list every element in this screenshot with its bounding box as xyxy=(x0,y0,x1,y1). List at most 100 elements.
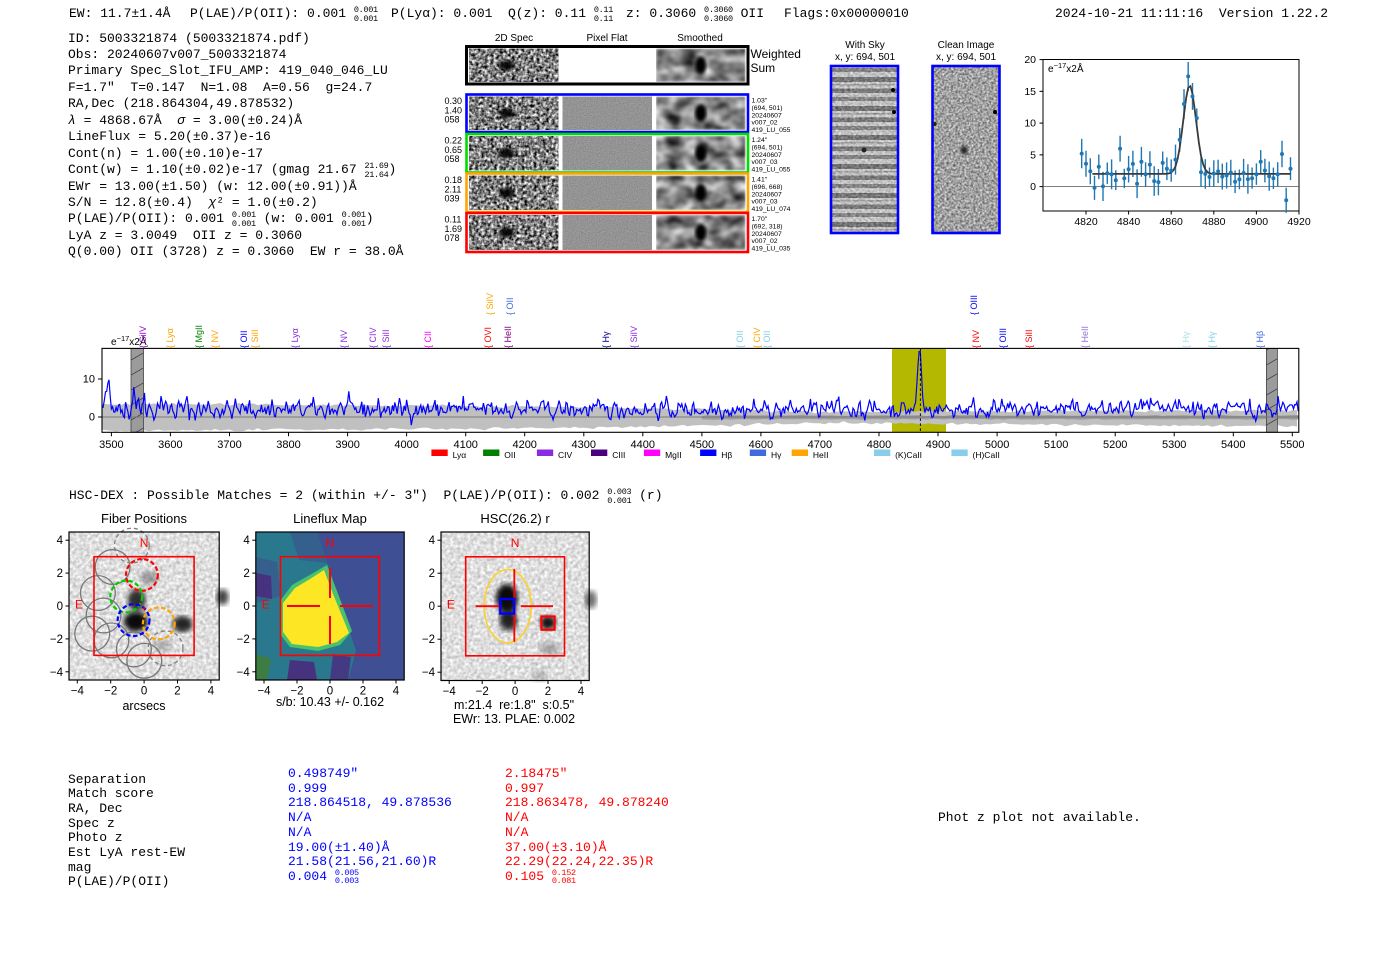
svg-text:4900: 4900 xyxy=(926,439,950,451)
svg-text:m:21.4 re:1.8" s:0.5": m:21.4 re:1.8" s:0.5" xyxy=(454,698,574,712)
svg-text:4500: 4500 xyxy=(690,439,714,451)
svg-text:4800: 4800 xyxy=(867,439,891,451)
svg-text:078: 078 xyxy=(445,233,460,243)
svg-text:{ OVI: { OVI xyxy=(483,327,493,348)
svg-text:4: 4 xyxy=(578,686,585,698)
svg-text:{ OII: { OII xyxy=(239,330,249,348)
svg-text:arcsecs: arcsecs xyxy=(122,699,165,713)
svg-text:OII: OII xyxy=(504,450,515,460)
svg-text:{ NV: { NV xyxy=(971,330,981,348)
svg-text:3900: 3900 xyxy=(335,439,359,451)
svg-text:v007_02: v007_02 xyxy=(752,238,778,245)
svg-text:0.22: 0.22 xyxy=(445,136,463,146)
svg-text:E: E xyxy=(75,598,83,612)
svg-text:HSC(26.2) r: HSC(26.2) r xyxy=(480,511,550,526)
svg-text:4: 4 xyxy=(57,535,64,547)
svg-text:{ CII: { CII xyxy=(423,331,433,348)
svg-text:Lyα: Lyα xyxy=(453,450,467,460)
svg-text:{ OII: { OII xyxy=(505,297,515,315)
svg-text:1.40: 1.40 xyxy=(445,105,463,115)
svg-text:{ CIV: { CIV xyxy=(752,327,762,348)
svg-text:{ SiIV: { SiIV xyxy=(138,326,148,348)
svg-text:(694, 501): (694, 501) xyxy=(752,144,783,151)
svg-text:Hβ: Hβ xyxy=(721,450,732,460)
svg-text:5000: 5000 xyxy=(985,439,1009,451)
svg-text:{ HeII: { HeII xyxy=(503,326,513,348)
svg-text:{ SiII: { SiII xyxy=(250,329,260,348)
svg-text:4: 4 xyxy=(208,686,215,698)
svg-text:20240607: 20240607 xyxy=(752,191,782,198)
svg-text:4900: 4900 xyxy=(1245,216,1269,228)
svg-text:EWr: 13. PLAE: 0.002: EWr: 13. PLAE: 0.002 xyxy=(453,712,575,726)
svg-text:15: 15 xyxy=(1024,86,1036,98)
svg-text:3500: 3500 xyxy=(99,439,123,451)
svg-text:MgII: MgII xyxy=(665,450,682,460)
svg-text:{ Hγ: { Hγ xyxy=(1181,331,1191,348)
svg-text:N: N xyxy=(511,536,520,550)
svg-text:4400: 4400 xyxy=(631,439,655,451)
svg-text:4840: 4840 xyxy=(1117,216,1141,228)
svg-text:−4: −4 xyxy=(443,686,457,698)
svg-text:Smoothed: Smoothed xyxy=(677,33,723,44)
svg-text:0: 0 xyxy=(243,601,249,613)
svg-text:20: 20 xyxy=(1024,54,1036,66)
svg-text:0: 0 xyxy=(141,686,147,698)
svg-text:5300: 5300 xyxy=(1162,439,1186,451)
svg-text:(K)CaII: (K)CaII xyxy=(895,450,922,460)
svg-text:4880: 4880 xyxy=(1202,216,1226,228)
svg-text:4700: 4700 xyxy=(808,439,832,451)
svg-text:4: 4 xyxy=(393,686,400,698)
svg-text:4: 4 xyxy=(243,535,250,547)
svg-text:0: 0 xyxy=(89,412,95,424)
svg-text:s/b: 10.43 +/- 0.162: s/b: 10.43 +/- 0.162 xyxy=(276,695,384,709)
svg-text:4100: 4100 xyxy=(453,439,477,451)
svg-text:−2: −2 xyxy=(476,686,489,698)
svg-text:058: 058 xyxy=(445,115,460,125)
svg-text:0.65: 0.65 xyxy=(445,145,463,155)
svg-text:0.18: 0.18 xyxy=(445,175,463,185)
svg-text:Hγ: Hγ xyxy=(771,450,782,460)
svg-text:0: 0 xyxy=(57,601,63,613)
svg-text:{ NV: { NV xyxy=(339,330,349,348)
svg-text:0.30: 0.30 xyxy=(445,96,463,106)
svg-text:−2: −2 xyxy=(50,634,63,646)
svg-text:−2: −2 xyxy=(422,634,435,646)
svg-text:4920: 4920 xyxy=(1287,216,1311,228)
svg-text:−4: −4 xyxy=(237,667,251,679)
svg-text:CIII: CIII xyxy=(612,450,625,460)
svg-text:{ OII: { OII xyxy=(735,330,745,348)
svg-text:2: 2 xyxy=(545,686,551,698)
svg-text:{ SiII: { SiII xyxy=(381,329,391,348)
svg-text:4860: 4860 xyxy=(1160,216,1184,228)
svg-text:−2: −2 xyxy=(290,686,303,698)
svg-text:E: E xyxy=(447,598,455,612)
svg-text:419_LU_055: 419_LU_055 xyxy=(752,127,791,134)
svg-text:2: 2 xyxy=(243,568,249,580)
svg-text:(692, 318): (692, 318) xyxy=(752,223,783,230)
svg-text:3700: 3700 xyxy=(217,439,241,451)
svg-text:{ OIII: { OIII xyxy=(998,328,1008,348)
svg-text:5400: 5400 xyxy=(1221,439,1245,451)
svg-text:−2: −2 xyxy=(237,634,250,646)
svg-text:419_LU_074: 419_LU_074 xyxy=(752,206,791,213)
svg-text:{ SiIV: { SiIV xyxy=(629,326,639,348)
svg-text:v007_03: v007_03 xyxy=(752,159,778,166)
svg-text:{ OII: { OII xyxy=(762,330,772,348)
svg-text:419_LU_035: 419_LU_035 xyxy=(752,246,791,253)
svg-text:x, y: 694, 501: x, y: 694, 501 xyxy=(835,52,895,63)
svg-text:{ SiIV: { SiIV xyxy=(485,293,495,315)
svg-text:20240607: 20240607 xyxy=(752,112,782,119)
svg-text:HeII: HeII xyxy=(813,450,829,460)
svg-text:With Sky: With Sky xyxy=(845,40,884,51)
svg-text:−4: −4 xyxy=(71,686,85,698)
svg-text:419_LU_055: 419_LU_055 xyxy=(752,167,791,174)
svg-text:10: 10 xyxy=(1024,118,1036,130)
svg-text:2: 2 xyxy=(57,568,63,580)
svg-text:5200: 5200 xyxy=(1103,439,1127,451)
svg-text:1.69: 1.69 xyxy=(445,224,463,234)
svg-text:1.24": 1.24" xyxy=(752,137,768,144)
svg-text:−4: −4 xyxy=(50,667,64,679)
svg-text:{ Hγ: { Hγ xyxy=(601,331,611,348)
svg-text:{ Hβ: { Hβ xyxy=(1255,331,1265,348)
svg-text:{ HeII: { HeII xyxy=(1080,326,1090,348)
